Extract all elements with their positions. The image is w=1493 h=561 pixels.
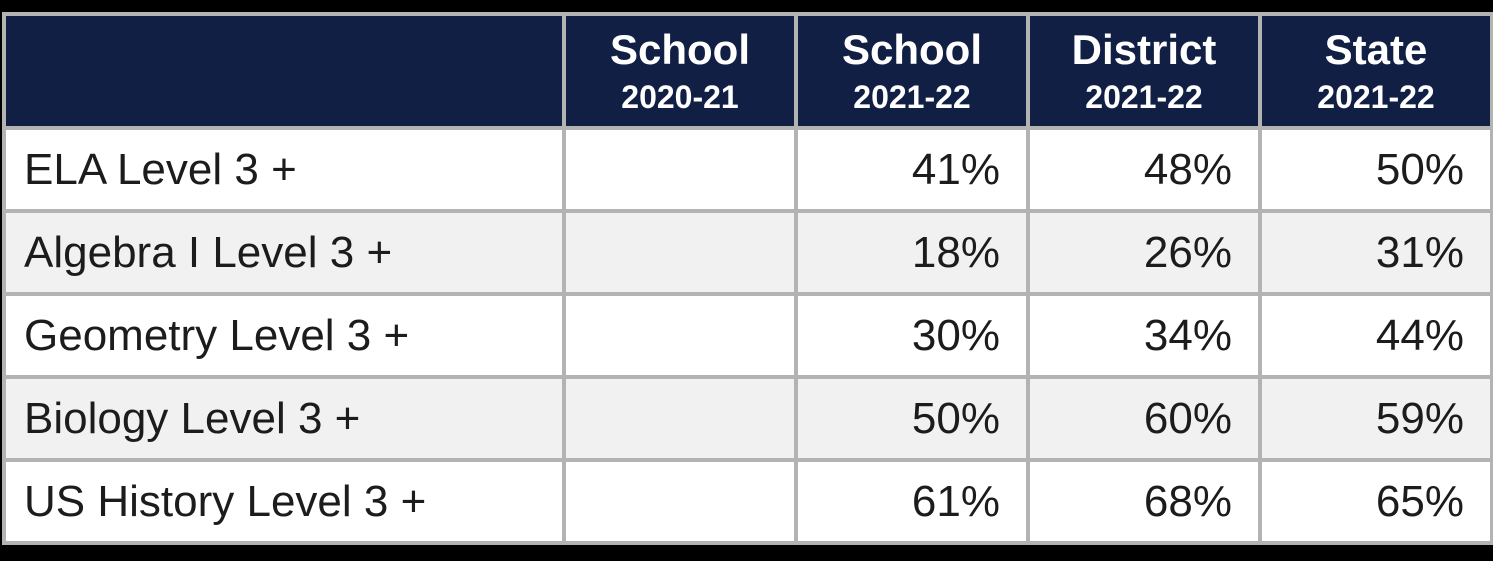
value-cell-school-2020-21 (562, 458, 798, 545)
table-row-algebra-1-level-3: Algebra I Level 3 + 18% 26% 31% (2, 209, 1493, 296)
column-header-sublabel: 2021-22 (1085, 78, 1203, 115)
value-cell-school-2021-22: 50% (794, 375, 1030, 462)
value-cell-school-2021-22: 61% (794, 458, 1030, 545)
column-header-label: School (609, 26, 750, 74)
value-cell-school-2021-22: 41% (794, 126, 1030, 213)
column-header-sublabel: 2021-22 (853, 78, 971, 115)
column-header-state-2021-22: State 2021-22 (1258, 12, 1493, 130)
value-cell-school-2020-21 (562, 126, 798, 213)
column-header-label: District (1071, 26, 1217, 74)
column-header-district-2021-22: District 2021-22 (1026, 12, 1262, 130)
table-row-biology-level-3: Biology Level 3 + 50% 60% 59% (2, 375, 1493, 462)
assessment-results-table: School 2020-21 School 2021-22 District 2… (2, 12, 1493, 545)
column-header-label: School (841, 26, 982, 74)
table-row-geometry-level-3: Geometry Level 3 + 30% 34% 44% (2, 292, 1493, 379)
value-cell-state-2021-22: 50% (1258, 126, 1493, 213)
column-header-school-2020-21: School 2020-21 (562, 12, 798, 130)
column-header-sublabel: 2021-22 (1317, 78, 1435, 115)
column-header-label: State (1324, 26, 1428, 74)
value-cell-district-2021-22: 26% (1026, 209, 1262, 296)
value-cell-state-2021-22: 31% (1258, 209, 1493, 296)
column-header-sublabel: 2020-21 (621, 78, 739, 115)
value-cell-district-2021-22: 60% (1026, 375, 1262, 462)
row-label: ELA Level 3 + (2, 126, 566, 213)
column-header-school-2021-22: School 2021-22 (794, 12, 1030, 130)
row-label: US History Level 3 + (2, 458, 566, 545)
table-row-us-history-level-3: US History Level 3 + 61% 68% 65% (2, 458, 1493, 545)
value-cell-state-2021-22: 59% (1258, 375, 1493, 462)
value-cell-school-2020-21 (562, 375, 798, 462)
header-row: School 2020-21 School 2021-22 District 2… (2, 12, 1493, 130)
value-cell-district-2021-22: 48% (1026, 126, 1262, 213)
value-cell-school-2021-22: 30% (794, 292, 1030, 379)
value-cell-state-2021-22: 44% (1258, 292, 1493, 379)
value-cell-district-2021-22: 68% (1026, 458, 1262, 545)
row-label: Biology Level 3 + (2, 375, 566, 462)
row-label: Geometry Level 3 + (2, 292, 566, 379)
value-cell-school-2021-22: 18% (794, 209, 1030, 296)
value-cell-school-2020-21 (562, 292, 798, 379)
value-cell-state-2021-22: 65% (1258, 458, 1493, 545)
row-label: Algebra I Level 3 + (2, 209, 566, 296)
value-cell-school-2020-21 (562, 209, 798, 296)
table-row-ela-level-3: ELA Level 3 + 41% 48% 50% (2, 126, 1493, 213)
column-header-blank (2, 12, 566, 130)
value-cell-district-2021-22: 34% (1026, 292, 1262, 379)
